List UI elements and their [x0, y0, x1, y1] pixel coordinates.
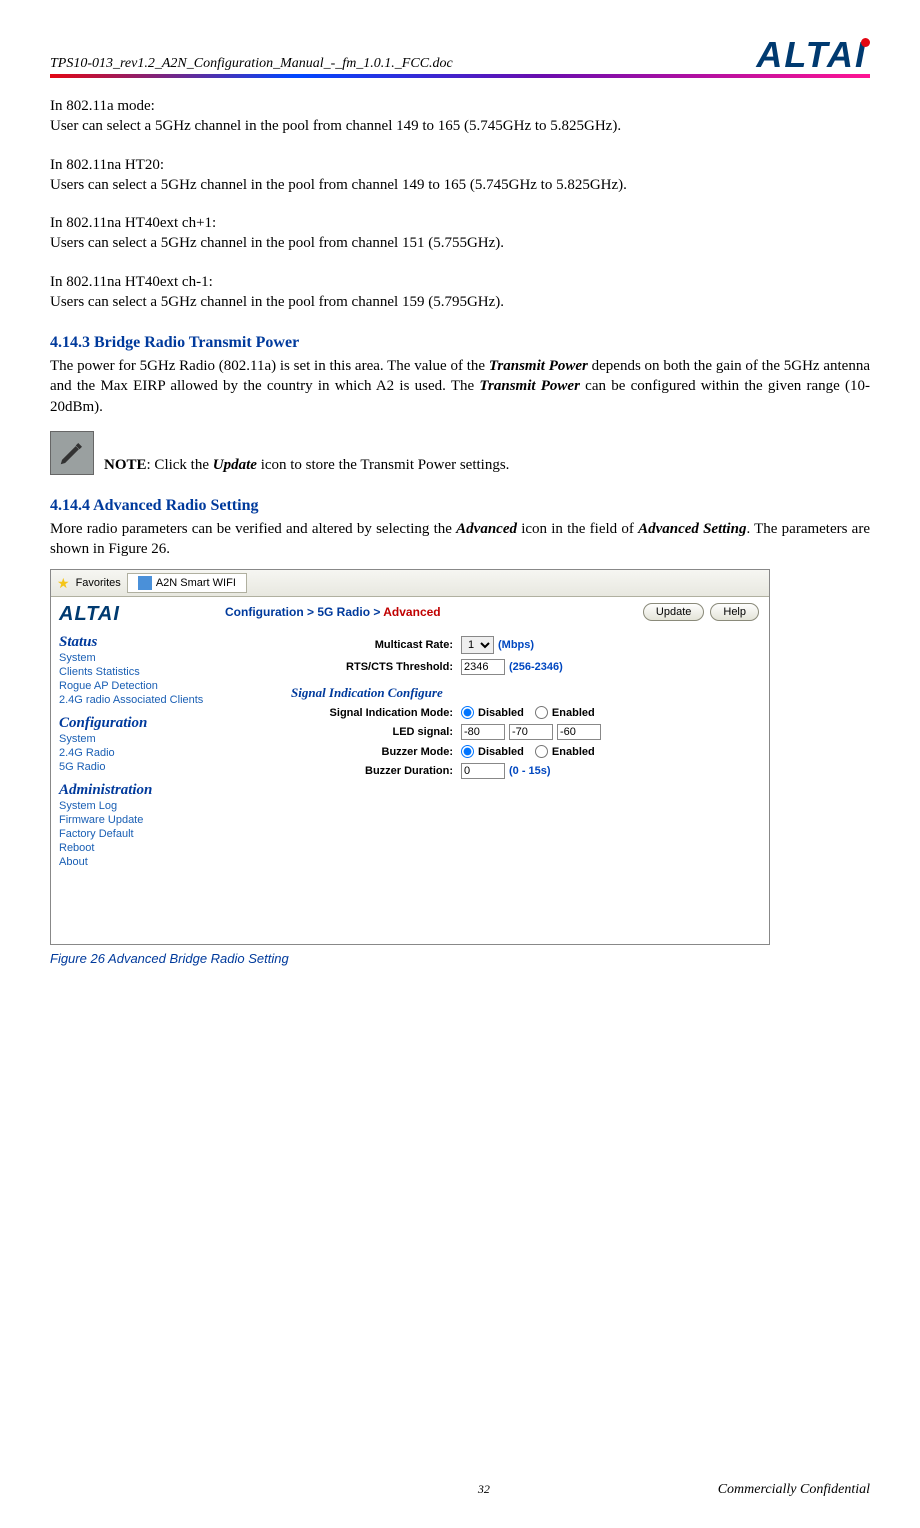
rts-threshold-label: RTS/CTS Threshold: [231, 661, 461, 673]
rts-threshold-input[interactable] [461, 659, 505, 675]
mode-ht40p1-desc: Users can select a 5GHz channel in the p… [50, 233, 870, 253]
nav-cfg-system[interactable]: System [59, 732, 213, 746]
signal-mode-label: Signal Indication Mode: [231, 707, 461, 719]
breadcrumb: Configuration > 5G Radio > Advanced [225, 605, 441, 619]
sidebar: ALTAI Status System Clients Statistics R… [51, 597, 221, 944]
doc-filename: TPS10-013_rev1.2_A2N_Configuration_Manua… [50, 56, 453, 72]
page-number: 32 [250, 1482, 718, 1498]
buzzer-disabled-label: Disabled [478, 746, 524, 758]
section-4-14-3-body: The power for 5GHz Radio (802.11a) is se… [50, 356, 870, 417]
rts-hint: (256-2346) [509, 661, 563, 673]
help-button[interactable]: Help [710, 603, 759, 621]
figure-26-screenshot: ★ Favorites A2N Smart WIFI ALTAI Status … [50, 569, 770, 945]
led-2-input[interactable] [509, 724, 553, 740]
browser-favorites-bar: ★ Favorites A2N Smart WIFI [51, 570, 769, 597]
favorites-label: Favorites [76, 577, 121, 589]
confidential-label: Commercially Confidential [718, 1482, 870, 1498]
buzzer-duration-input[interactable] [461, 763, 505, 779]
content-area: Configuration > 5G Radio > Advanced Upda… [221, 597, 769, 944]
signal-mode-disabled-radio[interactable] [461, 706, 474, 719]
buzzer-duration-hint: (0 - 15s) [509, 765, 551, 777]
nav-reboot[interactable]: Reboot [59, 841, 213, 855]
page-footer: 32 Commercially Confidential [50, 1482, 870, 1498]
nav-rogue-ap[interactable]: Rogue AP Detection [59, 679, 213, 693]
nav-head-status: Status [59, 634, 213, 651]
nav-head-admin: Administration [59, 782, 213, 799]
buzzer-mode-enabled-radio[interactable] [535, 745, 548, 758]
mode-ht40p1-head: In 802.11na HT40ext ch+1: [50, 213, 870, 233]
led-3-input[interactable] [557, 724, 601, 740]
nav-system[interactable]: System [59, 651, 213, 665]
mode-11a-head: In 802.11a mode: [50, 96, 870, 116]
mode-ht20-head: In 802.11na HT20: [50, 155, 870, 175]
page-header: TPS10-013_rev1.2_A2N_Configuration_Manua… [50, 30, 870, 72]
note-row: NOTE: Click the Update icon to store the… [50, 431, 870, 475]
buzzer-enabled-label: Enabled [552, 746, 595, 758]
nav-factory-default[interactable]: Factory Default [59, 827, 213, 841]
nav-head-config: Configuration [59, 715, 213, 732]
header-rule [50, 74, 870, 78]
multicast-hint: (Mbps) [498, 639, 534, 651]
heading-4-14-3: 4.14.3 Bridge Radio Transmit Power [50, 334, 870, 352]
update-button[interactable]: Update [643, 603, 704, 621]
led-1-input[interactable] [461, 724, 505, 740]
nav-cfg-5g[interactable]: 5G Radio [59, 760, 213, 774]
enabled-label: Enabled [552, 707, 595, 719]
tab-favicon-icon [138, 576, 152, 590]
mode-ht20-desc: Users can select a 5GHz channel in the p… [50, 175, 870, 195]
tab-title: A2N Smart WIFI [156, 577, 236, 589]
section-4-14-4-body: More radio parameters can be verified an… [50, 519, 870, 560]
buzzer-duration-label: Buzzer Duration: [231, 765, 461, 777]
body-text: In 802.11a mode: User can select a 5GHz … [50, 96, 870, 312]
multicast-rate-label: Multicast Rate: [231, 639, 461, 651]
heading-4-14-4: 4.14.4 Advanced Radio Setting [50, 497, 870, 515]
signal-mode-enabled-radio[interactable] [535, 706, 548, 719]
browser-tab[interactable]: A2N Smart WIFI [127, 573, 247, 593]
nav-fw-update[interactable]: Firmware Update [59, 813, 213, 827]
nav-about[interactable]: About [59, 855, 213, 869]
mode-11a-desc: User can select a 5GHz channel in the po… [50, 116, 870, 136]
nav-cfg-24g[interactable]: 2.4G Radio [59, 746, 213, 760]
nav-24g-clients[interactable]: 2.4G radio Associated Clients [59, 693, 213, 707]
signal-indication-subhead: Signal Indication Configure [291, 685, 759, 701]
mode-ht40m1-head: In 802.11na HT40ext ch-1: [50, 272, 870, 292]
note-pencil-icon [50, 431, 94, 475]
nav-clients-stats[interactable]: Clients Statistics [59, 665, 213, 679]
mode-ht40m1-desc: Users can select a 5GHz channel in the p… [50, 292, 870, 312]
figure-26-caption: Figure 26 Advanced Bridge Radio Setting [50, 951, 870, 966]
buzzer-mode-disabled-radio[interactable] [461, 745, 474, 758]
disabled-label: Disabled [478, 707, 524, 719]
altai-logo: ALTAI [756, 34, 870, 76]
buzzer-mode-label: Buzzer Mode: [231, 746, 461, 758]
led-signal-label: LED signal: [231, 726, 461, 738]
sidebar-logo: ALTAI [59, 603, 213, 626]
multicast-rate-select[interactable]: 1 [461, 636, 494, 654]
nav-syslog[interactable]: System Log [59, 799, 213, 813]
star-icon: ★ [57, 575, 70, 592]
